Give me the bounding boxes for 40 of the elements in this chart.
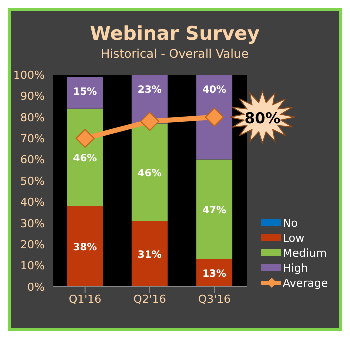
y-tick-label: 20% bbox=[20, 238, 45, 252]
y-tick-label: 30% bbox=[20, 217, 45, 230]
x-tick-label: Q3'16 bbox=[198, 292, 232, 306]
y-tick-label: 50% bbox=[20, 174, 45, 188]
data-label: 15% bbox=[73, 87, 98, 98]
bar bbox=[67, 108, 104, 206]
y-tick-label: 70% bbox=[20, 132, 45, 146]
x-tick-label: Q2'16 bbox=[134, 292, 166, 306]
data-label: 46% bbox=[73, 154, 98, 165]
data-label: 40% bbox=[202, 85, 227, 96]
data-label: 23% bbox=[138, 85, 162, 96]
bar bbox=[132, 124, 168, 222]
y-tick-label: 80% bbox=[20, 111, 45, 124]
y-tick-label: 0% bbox=[28, 280, 45, 294]
legend-label: High bbox=[283, 262, 308, 274]
bar bbox=[67, 77, 104, 109]
legend-label: No bbox=[283, 216, 298, 230]
point bbox=[205, 108, 224, 127]
chart-title: Webinar Survey bbox=[89, 23, 261, 45]
y-tick-label: 90% bbox=[20, 90, 45, 104]
data-label: 13% bbox=[202, 269, 227, 280]
data-label: 38% bbox=[73, 242, 98, 254]
legend-label: Low bbox=[283, 232, 305, 244]
legend-label: Medium bbox=[283, 246, 327, 260]
y-tick-label: 60% bbox=[20, 154, 45, 167]
point bbox=[76, 129, 95, 148]
data-label: 46% bbox=[138, 168, 162, 180]
bar bbox=[196, 160, 233, 260]
bar bbox=[67, 206, 104, 287]
point bbox=[140, 112, 160, 132]
x-tick-label: Q1'16 bbox=[68, 292, 102, 306]
data-label: 47% bbox=[202, 206, 227, 217]
legend-label: Average bbox=[283, 276, 328, 290]
data-label: 80% bbox=[244, 109, 281, 128]
chart-subtitle: Historical - Overall Value bbox=[100, 47, 250, 61]
y-tick-label: 100% bbox=[14, 68, 45, 82]
data-label: 31% bbox=[138, 250, 162, 262]
bar bbox=[132, 221, 168, 287]
y-tick-label: 10% bbox=[20, 260, 45, 273]
y-tick-label: 40% bbox=[20, 196, 45, 210]
